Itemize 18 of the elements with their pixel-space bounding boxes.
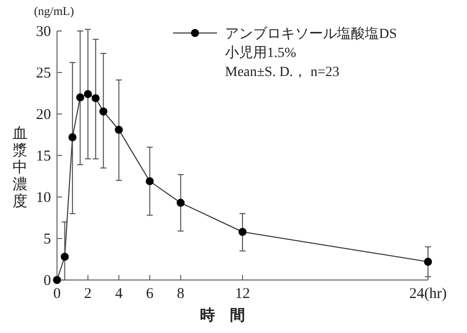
x-tick-label: 4 [115,286,124,302]
annotation: Mean±S. D.， n=23 [225,65,340,80]
x-tick-label: 8 [176,286,184,302]
y-tick-label: 10 [36,190,51,206]
y-tick-label: 5 [44,232,51,248]
y-axis-title: 血漿中濃度 [12,125,28,210]
legend-label: アンブロキソール塩酸塩DS 小児用1.5% [225,26,397,61]
y-tick-label: 30 [36,24,51,40]
x-tick-label: 2 [84,286,92,302]
text: (ng/mL) [34,4,74,18]
y-tick-label: 25 [36,66,51,82]
x-axis-title: 時 間 [200,307,245,324]
y-tick-label: 15 [36,148,51,164]
x-tick-label: 24(hr) [409,286,447,302]
x-tick-label: 12 [235,286,250,302]
y-tick-label: 0 [44,273,51,289]
y-tick-label: 20 [36,107,51,123]
x-tick-label: 6 [146,286,154,302]
